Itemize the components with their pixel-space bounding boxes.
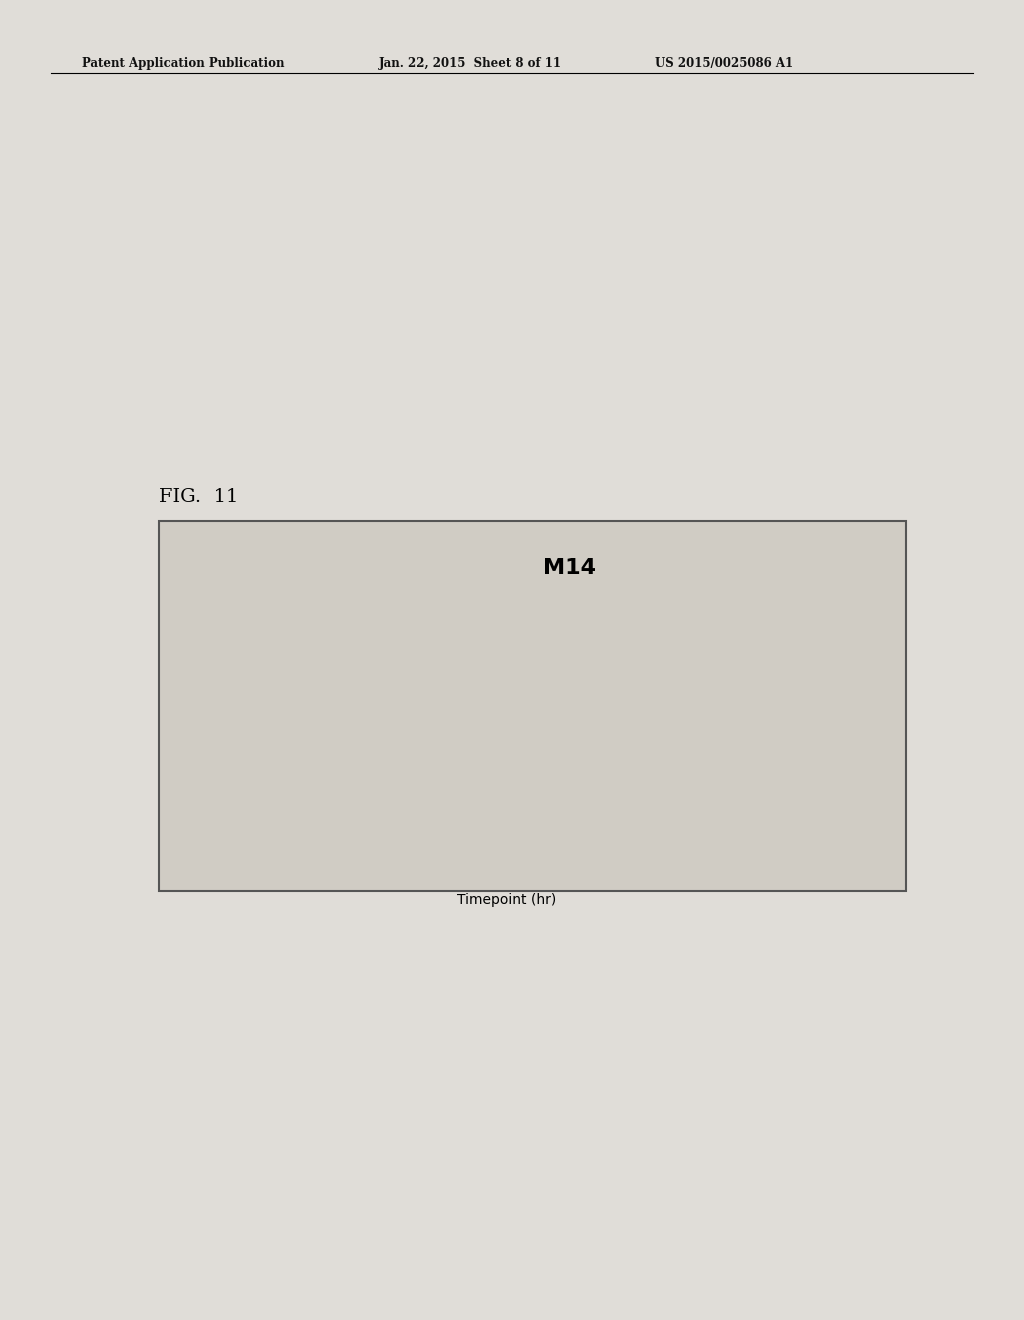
Day 8: [412, 648, 424, 664]
Day 8: [324, 627, 336, 643]
Day 1: [279, 748, 291, 764]
Day 1: [261, 713, 273, 729]
Line: Day 8: Day 8: [237, 626, 671, 760]
Day 1: [297, 783, 309, 799]
Day 8: [297, 622, 309, 638]
Day 8: [394, 643, 407, 659]
Day 1: [288, 767, 300, 783]
Day 8: [279, 627, 291, 643]
Day 8: [660, 702, 673, 718]
Day 8: [252, 663, 264, 678]
Day 8: [270, 635, 283, 651]
Day 8: [447, 663, 460, 678]
Day 1: [270, 730, 283, 746]
Day 8: [341, 630, 353, 645]
Day 8: [244, 689, 256, 705]
Day 8: [305, 623, 317, 639]
Text: US 2015/0025086 A1: US 2015/0025086 A1: [655, 57, 794, 70]
Day 8: [234, 748, 247, 764]
Day 1: [324, 783, 336, 799]
Text: FIG.  11: FIG. 11: [159, 487, 239, 506]
Day 8: [377, 638, 389, 653]
Day 1: [252, 698, 264, 714]
Day 1: [234, 702, 247, 718]
Y-axis label: LOG (Mean Conc ng/ml): LOG (Mean Conc ng/ml): [193, 635, 206, 784]
X-axis label: Timepoint (hr): Timepoint (hr): [458, 892, 556, 907]
Day 1: [341, 772, 353, 788]
Text: Jan. 22, 2015  Sheet 8 of 11: Jan. 22, 2015 Sheet 8 of 11: [379, 57, 562, 70]
Line: Day 1: Day 1: [238, 701, 368, 799]
Legend: Day 1, Day 8: Day 1, Day 8: [801, 640, 882, 686]
Day 1: [305, 787, 317, 803]
Day 8: [261, 645, 273, 661]
Day 8: [358, 635, 371, 651]
Day 8: [288, 623, 300, 639]
Text: Patent Application Publication: Patent Application Publication: [82, 57, 285, 70]
Day 1: [358, 772, 371, 788]
Text: M14: M14: [544, 558, 596, 578]
Day 1: [244, 696, 256, 711]
